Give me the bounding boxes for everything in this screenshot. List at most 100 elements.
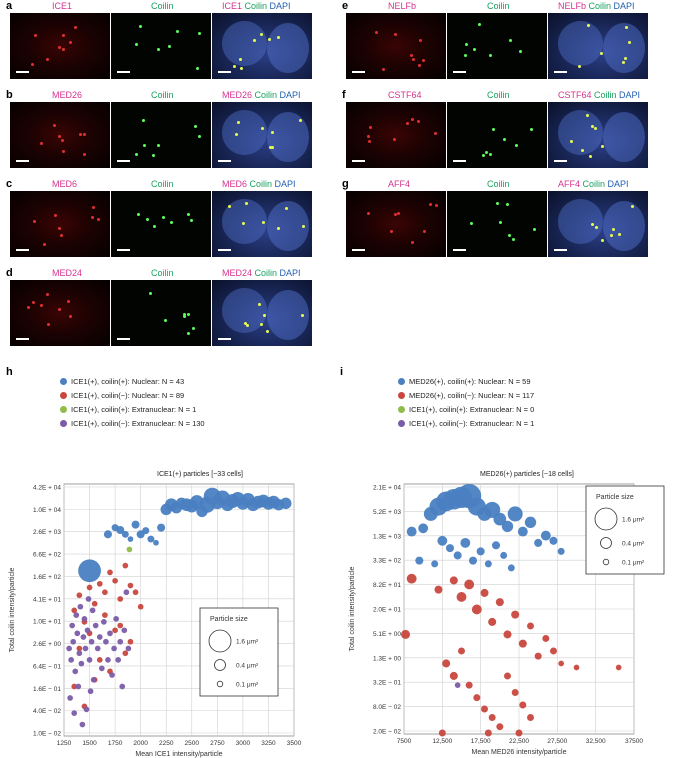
data-point-1-28 — [504, 672, 511, 680]
data-point-1-34 — [515, 729, 523, 737]
data-point-3-1 — [68, 657, 75, 663]
panel-letter-i: i — [340, 366, 344, 378]
data-point-1-4 — [464, 579, 475, 590]
panel-a-image-merge — [212, 13, 312, 79]
data-point-1-7 — [107, 569, 113, 576]
data-point-3-35 — [87, 688, 94, 695]
size-legend-label: 1.6 μm² — [236, 639, 259, 646]
size-legend-circle — [594, 507, 618, 531]
data-point-3-38 — [77, 603, 84, 610]
data-point-1-22 — [458, 647, 465, 655]
data-point-3-29 — [125, 645, 132, 652]
data-point-3-0 — [66, 645, 72, 652]
legend-label: ICE1(+), coilin(−): Extranuclear: N = 1 — [409, 419, 535, 428]
legend-marker — [60, 420, 67, 427]
panel-g-image-merge — [548, 191, 648, 257]
data-point-1-8 — [495, 598, 504, 607]
panel-c-heading-1: Coilin — [151, 179, 174, 189]
data-point-0-1 — [103, 530, 112, 539]
x-tick-label: 2000 — [133, 740, 148, 747]
y-tick-label: 3.2E − 01 — [373, 680, 401, 687]
y-tick-label: 1.0E + 04 — [33, 507, 61, 514]
data-point-3-18 — [103, 638, 109, 645]
legend-label: ICE1(+), coilin(−): Extranuclear: N = 13… — [71, 419, 205, 428]
x-tick-label: 3500 — [287, 740, 302, 747]
x-tick-label: 12,500 — [432, 738, 452, 745]
data-point-0-14 — [517, 526, 528, 537]
data-point-1-29 — [511, 688, 519, 696]
data-point-1-14 — [542, 634, 550, 642]
data-point-1-5 — [471, 604, 482, 615]
y-tick-label: 5.1E + 00 — [373, 631, 401, 638]
panel-f-heading-1: Coilin — [487, 90, 510, 100]
y-tick-label: 2.0E − 02 — [373, 729, 401, 736]
y-tick-label: 1.3E + 03 — [373, 533, 401, 540]
legend-entry-h-2: ICE1(+), coilin(+): Extranuclear: N = 1 — [60, 405, 196, 414]
data-point-3-33 — [79, 721, 86, 728]
data-point-1-18 — [117, 622, 124, 629]
panel-c-image-merge — [212, 191, 312, 257]
size-legend-label: 0.4 μm² — [622, 541, 645, 548]
data-point-0-23 — [460, 537, 471, 548]
data-point-1-23 — [102, 612, 108, 619]
data-point-3-24 — [115, 657, 122, 663]
data-point-1-21 — [449, 671, 458, 680]
data-point-1-11 — [127, 582, 134, 589]
data-point-1-3 — [86, 584, 93, 591]
legend-marker — [60, 378, 67, 385]
data-point-1-4 — [91, 600, 98, 607]
panel-c-heading-2: MED6 Coilin DAPI — [222, 179, 296, 189]
x-tick-label: 1500 — [82, 740, 97, 747]
legend-label: ICE1(+), coilin(+): Extranuclear: N = 0 — [409, 405, 535, 414]
data-point-3-31 — [71, 710, 78, 716]
panel-letter-c: c — [6, 178, 13, 190]
x-tick-label: 2250 — [159, 740, 174, 747]
data-point-1-2 — [449, 576, 458, 585]
panel-c-heading-0: MED6 — [52, 179, 78, 189]
x-tick-label: 17,500 — [471, 738, 491, 745]
size-legend-circle — [214, 659, 226, 671]
size-legend-label: 0.1 μm² — [236, 682, 259, 689]
panel-a-heading-1: Coilin — [151, 1, 174, 11]
data-point-0-16 — [534, 538, 543, 547]
y-tick-label: 6.4E − 01 — [33, 663, 61, 670]
data-point-3-41 — [89, 607, 96, 614]
legend-marker — [398, 378, 405, 385]
data-point-0-10 — [153, 539, 159, 546]
data-point-3-28 — [123, 589, 130, 596]
panel-letter-d: d — [6, 267, 13, 279]
data-point-0-6 — [131, 520, 140, 529]
data-point-1-16 — [558, 660, 565, 667]
data-point-3-21 — [109, 672, 115, 678]
y-tick-label: 3.3E + 02 — [373, 558, 401, 565]
legend-marker — [60, 392, 67, 399]
panel-f-image-green — [447, 102, 547, 168]
panel-c-image-red — [10, 191, 110, 257]
y-tick-label: 1.0E − 02 — [33, 731, 61, 738]
data-point-0-8 — [142, 527, 150, 535]
data-point-1-9 — [503, 630, 512, 639]
data-point-0-4 — [121, 530, 129, 538]
data-point-0-19 — [557, 547, 565, 555]
data-point-0-5 — [127, 536, 134, 542]
size-legend-box — [585, 485, 665, 575]
data-point-1-5 — [96, 580, 103, 587]
size-legend-box — [199, 607, 279, 697]
data-point-1-3 — [456, 592, 467, 602]
data-point-1-10 — [122, 562, 129, 569]
panel-a-heading-0: ICE1 — [52, 1, 73, 11]
data-point-3-13 — [92, 622, 99, 629]
y-axis-label: Total coilin intensity/particle — [349, 566, 356, 651]
data-point-1-1 — [434, 585, 443, 594]
data-point-1-8 — [112, 577, 118, 584]
y-tick-label: 8.2E + 01 — [373, 582, 401, 589]
legend-entry-h-3: ICE1(+), coilin(−): Extranuclear: N = 13… — [60, 419, 205, 428]
data-point-0-27 — [491, 541, 501, 550]
y-tick-label: 4.1E + 01 — [33, 596, 61, 603]
y-tick-label: 4.0E − 02 — [33, 708, 61, 715]
data-point-3-4 — [74, 630, 81, 637]
data-point-3-8 — [82, 645, 89, 652]
data-point-3-2 — [70, 638, 77, 645]
panel-d-heading-1: Coilin — [151, 268, 174, 278]
panel-letter-a: a — [6, 0, 13, 12]
